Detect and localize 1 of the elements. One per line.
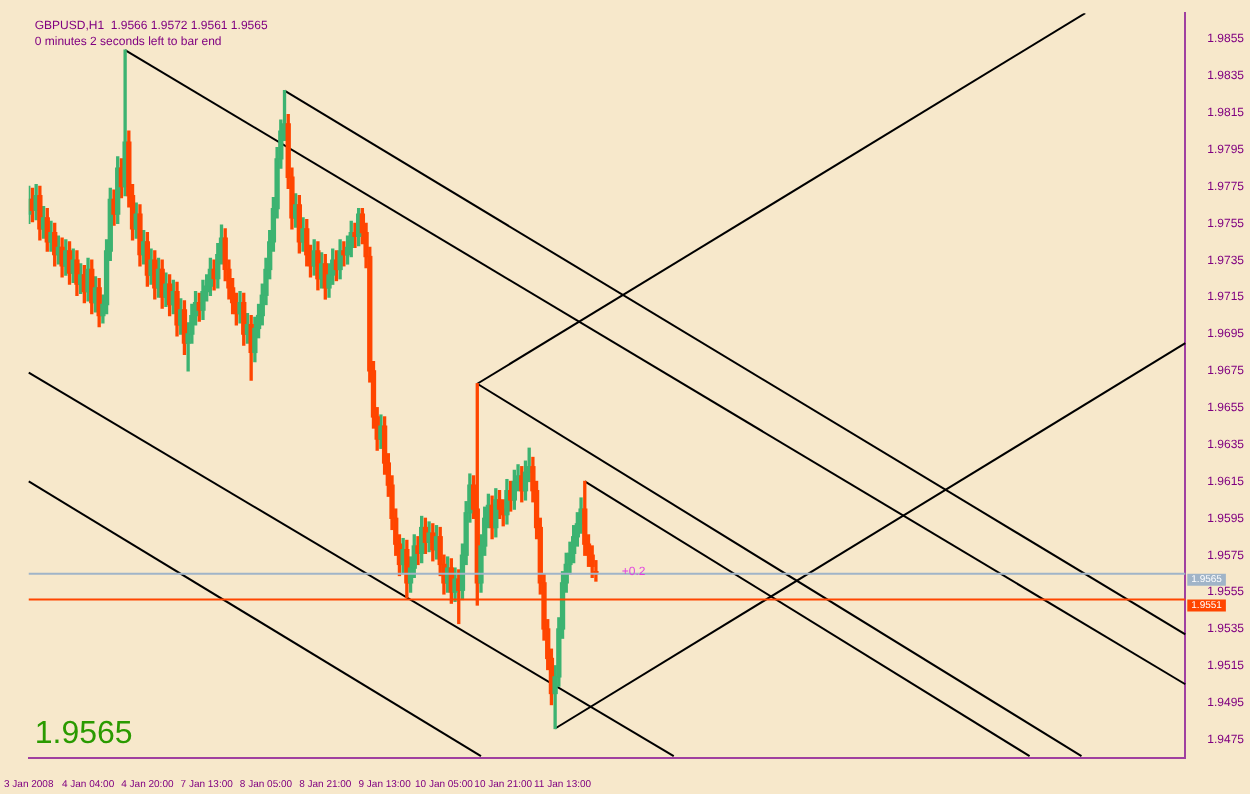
annotation: 1.9565 — [34, 716, 133, 751]
